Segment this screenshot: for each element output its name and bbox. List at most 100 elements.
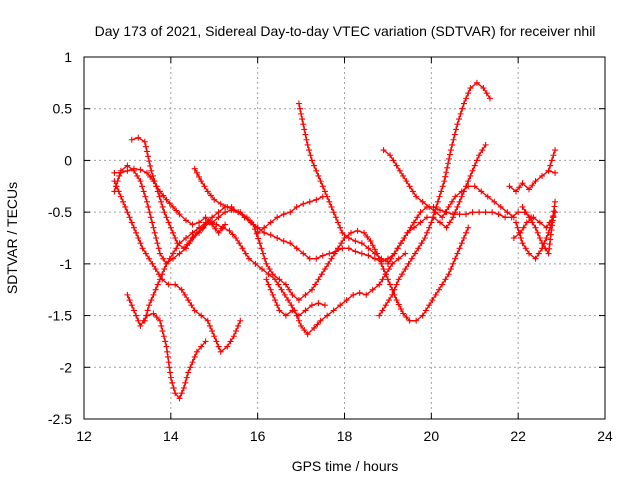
data-point	[137, 240, 144, 247]
data-point	[215, 229, 222, 236]
data-point	[405, 260, 412, 267]
data-point	[547, 236, 554, 243]
data-point	[450, 260, 457, 267]
series-sat-4	[124, 291, 209, 402]
data-point	[456, 116, 463, 123]
data-point	[434, 198, 441, 205]
data-point	[397, 240, 404, 247]
data-point	[139, 245, 146, 252]
data-point	[417, 209, 424, 216]
data-point	[288, 302, 295, 309]
data-point	[364, 233, 371, 240]
data-point	[308, 302, 315, 309]
data-point	[148, 297, 155, 304]
data-point	[389, 291, 396, 298]
data-point	[450, 136, 457, 143]
data-point	[280, 238, 287, 245]
data-point	[465, 224, 472, 231]
data-point	[504, 209, 511, 216]
data-point	[545, 167, 552, 174]
data-point	[510, 235, 517, 241]
data-point	[459, 105, 466, 112]
x-tick-label: 24	[597, 428, 613, 444]
data-point	[207, 192, 214, 199]
data-point	[163, 214, 170, 221]
data-point	[545, 250, 552, 257]
data-point	[442, 209, 449, 216]
data-point	[379, 276, 386, 283]
data-point	[523, 219, 530, 226]
data-point	[435, 286, 442, 293]
data-point	[391, 250, 398, 257]
data-point	[443, 169, 450, 176]
data-point	[156, 276, 163, 283]
data-point	[242, 250, 249, 257]
data-point	[532, 178, 539, 185]
data-point	[261, 229, 268, 236]
data-point	[236, 240, 243, 247]
data-point	[137, 166, 144, 173]
data-point	[378, 260, 385, 267]
data-point	[330, 307, 337, 314]
data-point	[137, 178, 144, 185]
data-point	[255, 235, 262, 242]
x-tick-label: 20	[424, 428, 440, 444]
data-point	[453, 126, 460, 133]
data-point	[189, 359, 196, 366]
data-point	[124, 162, 131, 169]
data-point	[345, 235, 352, 241]
data-point	[512, 219, 519, 226]
data-point	[276, 307, 283, 314]
data-point	[151, 229, 158, 236]
data-point	[358, 240, 365, 247]
data-point	[358, 250, 365, 257]
data-point	[313, 255, 320, 262]
data-point	[380, 266, 387, 273]
data-point	[402, 266, 409, 273]
data-point	[226, 227, 233, 234]
data-point	[324, 312, 331, 319]
data-point	[315, 172, 322, 179]
data-point	[252, 260, 259, 267]
data-point	[274, 214, 281, 221]
data-point	[387, 281, 394, 288]
data-point	[325, 260, 332, 267]
data-point	[306, 255, 313, 262]
data-point	[452, 255, 459, 262]
data-point	[514, 224, 521, 231]
data-point	[120, 198, 127, 205]
data-point	[301, 327, 308, 334]
data-point	[202, 219, 209, 226]
data-point	[328, 203, 335, 210]
data-point	[384, 276, 391, 283]
data-point	[124, 209, 131, 216]
data-point	[202, 214, 209, 221]
data-point	[535, 250, 542, 257]
data-point	[483, 90, 490, 97]
data-point	[196, 229, 203, 236]
data-point	[369, 242, 376, 249]
data-point	[311, 162, 318, 169]
data-point	[191, 165, 198, 172]
data-point	[217, 200, 224, 207]
data-point	[495, 211, 502, 218]
data-point	[135, 235, 142, 241]
data-point	[256, 240, 263, 247]
data-point	[421, 235, 428, 241]
series-sat-7	[191, 165, 472, 324]
data-point	[186, 240, 193, 247]
data-point	[304, 331, 311, 338]
data-point	[321, 302, 328, 309]
data-point	[263, 260, 270, 267]
y-tick-label: -2	[60, 359, 73, 375]
data-point	[296, 105, 303, 112]
data-point	[146, 302, 153, 309]
data-point	[418, 240, 425, 247]
data-point	[212, 225, 219, 232]
data-point	[484, 193, 491, 200]
data-point	[276, 276, 283, 283]
series-sat-11	[380, 147, 517, 221]
data-point	[546, 245, 553, 252]
data-point	[302, 131, 309, 138]
data-point	[311, 324, 318, 331]
